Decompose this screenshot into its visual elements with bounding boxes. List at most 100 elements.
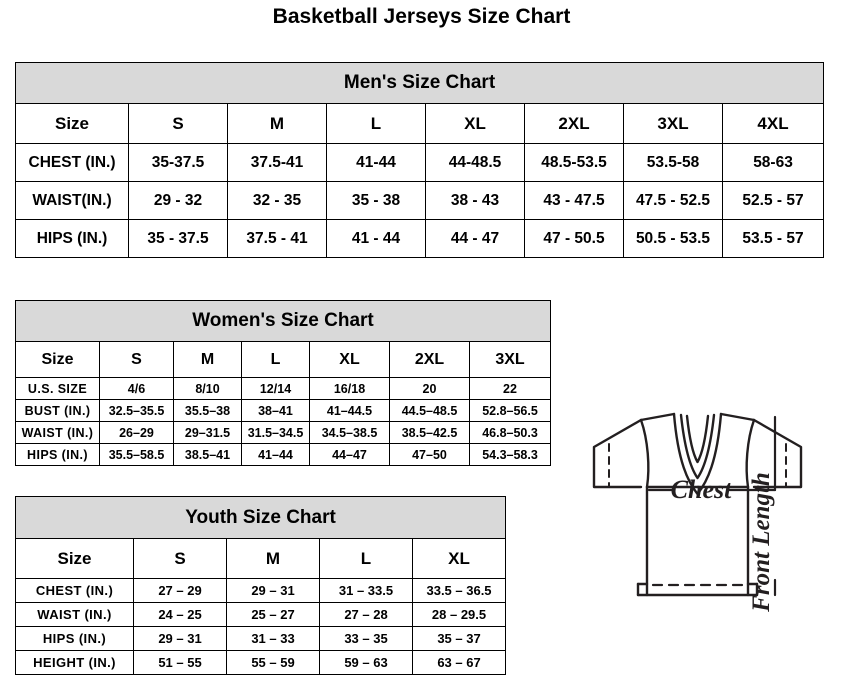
mens-header-row: Size S M L XL 2XL 3XL 4XL (15, 103, 825, 144)
table-cell: 41-44 (326, 143, 426, 182)
mens-col-3xl: 3XL (623, 103, 723, 144)
table-cell: 37.5 - 41 (227, 219, 327, 258)
mens-col-l: L (326, 103, 426, 144)
right-shoulder-line (719, 412, 756, 422)
mens-col-s: S (128, 103, 228, 144)
table-row: CHEST (IN.) 27 – 29 29 – 31 31 – 33.5 33… (15, 578, 507, 603)
table-cell: 35.5–58.5 (99, 443, 174, 466)
table-cell: 44 - 47 (425, 219, 525, 258)
table-cell: 31.5–34.5 (241, 421, 310, 444)
womens-banner-row: Women's Size Chart (15, 300, 551, 342)
left-shoulder-seam (639, 418, 650, 489)
womens-row-label-waist: WAIST (IN.) (15, 421, 100, 444)
table-cell: 51 – 55 (133, 650, 227, 675)
youth-size-label: Size (15, 538, 134, 579)
youth-row-label-waist: WAIST (IN.) (15, 602, 134, 627)
table-cell: 38.5–42.5 (389, 421, 470, 444)
mens-row-label-waist: WAIST(IN.) (15, 181, 129, 220)
table-cell: 58-63 (721, 143, 825, 182)
womens-header-row: Size S M L XL 2XL 3XL (15, 341, 551, 378)
youth-row-label-hips: HIPS (IN.) (15, 626, 134, 651)
table-cell: 48.5-53.5 (524, 143, 624, 182)
table-row: HEIGHT (IN.) 51 – 55 55 – 59 59 – 63 63 … (15, 650, 507, 675)
table-cell: 4/6 (99, 377, 174, 400)
womens-col-l: L (241, 341, 310, 378)
youth-header-row: Size S M L XL (15, 538, 507, 579)
table-cell: 32.5–35.5 (99, 399, 174, 422)
table-cell: 52.5 - 57 (721, 181, 825, 220)
table-row: CHEST (IN.) 35-37.5 37.5-41 41-44 44-48.… (15, 143, 825, 182)
front-length-measurement-label: Front Length (748, 472, 775, 613)
table-cell: 41 - 44 (326, 219, 426, 258)
mens-banner-row: Men's Size Chart (14, 62, 825, 104)
table-row: WAIST(IN.) 29 - 32 32 - 35 35 - 38 38 - … (15, 181, 825, 220)
right-shoulder-seam (745, 418, 756, 489)
table-cell: 35 – 37 (411, 626, 507, 651)
table-cell: 31 – 33.5 (319, 578, 413, 603)
table-cell: 52.8–56.5 (469, 399, 551, 422)
left-shoulder-line (639, 412, 676, 422)
table-cell: 27 – 29 (133, 578, 227, 603)
chest-measurement-label: Chest (671, 475, 732, 504)
table-cell: 47 - 50.5 (524, 219, 624, 258)
table-cell: 8/10 (173, 377, 242, 400)
table-cell: 54.3–58.3 (469, 443, 551, 466)
table-cell: 29–31.5 (173, 421, 242, 444)
womens-size-label: Size (15, 341, 100, 378)
table-cell: 55 – 59 (226, 650, 320, 675)
table-cell: 46.8–50.3 (469, 421, 551, 444)
v-neck-rib-1 (679, 413, 716, 480)
table-cell: 47.5 - 52.5 (623, 181, 723, 220)
table-row: HIPS (IN.) 35 - 37.5 37.5 - 41 41 - 44 4… (15, 219, 825, 258)
table-cell: 35 - 37.5 (128, 219, 228, 258)
womens-col-3xl: 3XL (469, 341, 551, 378)
youth-row-label-chest: CHEST (IN.) (15, 578, 134, 603)
table-cell: 38–41 (241, 399, 310, 422)
womens-row-label-bust: BUST (IN.) (15, 399, 100, 422)
table-cell: 63 – 67 (411, 650, 507, 675)
right-sleeve-shape (752, 418, 803, 489)
v-neck-rib-2 (685, 414, 710, 464)
mens-row-label-hips: HIPS (IN.) (15, 219, 129, 258)
table-row: WAIST (IN.) 26–29 29–31.5 31.5–34.5 34.5… (15, 421, 551, 444)
youth-col-s: S (133, 538, 227, 579)
table-cell: 41–44.5 (309, 399, 390, 422)
womens-col-2xl: 2XL (389, 341, 470, 378)
table-cell: 31 – 33 (226, 626, 320, 651)
table-row: HIPS (IN.) 35.5–58.5 38.5–41 41–44 44–47… (15, 443, 551, 466)
table-row: BUST (IN.) 32.5–35.5 35.5–38 38–41 41–44… (15, 399, 551, 422)
table-row: U.S. SIZE 4/6 8/10 12/14 16/18 20 22 (15, 377, 551, 400)
table-cell: 47–50 (389, 443, 470, 466)
youth-size-chart-table: Youth Size Chart Size S M L XL CHEST (IN… (14, 496, 507, 675)
table-cell: 29 – 31 (133, 626, 227, 651)
table-cell: 35-37.5 (128, 143, 228, 182)
youth-chart-banner: Youth Size Chart (14, 496, 507, 539)
table-cell: 29 - 32 (128, 181, 228, 220)
table-cell: 33.5 – 36.5 (411, 578, 507, 603)
youth-row-label-height: HEIGHT (IN.) (15, 650, 134, 675)
mens-chart-banner: Men's Size Chart (14, 62, 825, 104)
jersey-measurement-diagram: Chest Front Length (556, 352, 839, 642)
table-row: HIPS (IN.) 29 – 31 31 – 33 33 – 35 35 – … (15, 626, 507, 651)
table-cell: 38 - 43 (425, 181, 525, 220)
womens-row-label-hips: HIPS (IN.) (15, 443, 100, 466)
page-title: Basketball Jerseys Size Chart (272, 5, 571, 28)
youth-banner-row: Youth Size Chart (14, 496, 507, 539)
womens-row-label-us-size: U.S. SIZE (15, 377, 100, 400)
table-cell: 43 - 47.5 (524, 181, 624, 220)
table-cell: 35 - 38 (326, 181, 426, 220)
table-cell: 28 – 29.5 (411, 602, 507, 627)
womens-col-m: M (173, 341, 242, 378)
womens-col-s: S (99, 341, 174, 378)
table-cell: 27 – 28 (319, 602, 413, 627)
table-cell: 25 – 27 (226, 602, 320, 627)
table-row: WAIST (IN.) 24 – 25 25 – 27 27 – 28 28 –… (15, 602, 507, 627)
table-cell: 53.5-58 (623, 143, 723, 182)
table-cell: 37.5-41 (227, 143, 327, 182)
table-cell: 38.5–41 (173, 443, 242, 466)
v-neck-outer (672, 412, 723, 496)
table-cell: 24 – 25 (133, 602, 227, 627)
table-cell: 34.5–38.5 (309, 421, 390, 444)
womens-col-xl: XL (309, 341, 390, 378)
table-cell: 44.5–48.5 (389, 399, 470, 422)
